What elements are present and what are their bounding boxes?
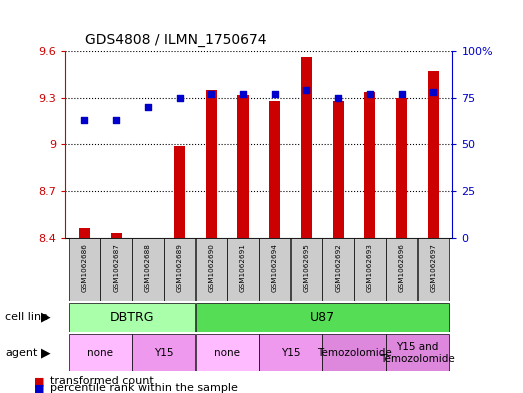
Text: transformed count: transformed count	[50, 376, 153, 386]
Bar	[301, 57, 312, 238]
Bar	[79, 228, 90, 238]
Text: ▶: ▶	[41, 346, 51, 359]
Bar	[323, 238, 354, 301]
Text: GSM1062697: GSM1062697	[430, 243, 436, 292]
Bar	[132, 238, 164, 301]
Text: Y15: Y15	[281, 348, 300, 358]
Text: GSM1062690: GSM1062690	[208, 243, 214, 292]
Point	[144, 104, 152, 110]
Point	[207, 91, 215, 97]
Text: cell line: cell line	[5, 312, 48, 322]
Bar	[259, 334, 322, 371]
Text: Y15: Y15	[154, 348, 174, 358]
Text: ■: ■	[34, 376, 44, 386]
Bar	[196, 238, 227, 301]
Bar	[69, 334, 132, 371]
Point	[366, 91, 374, 97]
Bar	[333, 101, 344, 238]
Bar	[100, 238, 132, 301]
Bar	[259, 238, 290, 301]
Bar	[291, 238, 322, 301]
Point	[112, 117, 120, 123]
Text: GSM1062686: GSM1062686	[82, 243, 87, 292]
Bar	[428, 71, 439, 238]
Point	[397, 91, 406, 97]
Point	[334, 95, 343, 101]
Text: GSM1062692: GSM1062692	[335, 243, 341, 292]
Point	[302, 87, 311, 94]
Bar	[396, 98, 407, 238]
Bar	[110, 233, 122, 238]
Text: none: none	[87, 348, 113, 358]
Bar	[323, 334, 385, 371]
Bar	[354, 238, 385, 301]
Bar	[237, 95, 248, 238]
Point	[429, 89, 438, 95]
Text: GDS4808 / ILMN_1750674: GDS4808 / ILMN_1750674	[85, 33, 266, 47]
Bar	[365, 92, 376, 238]
Text: GSM1062694: GSM1062694	[272, 243, 278, 292]
Bar	[386, 334, 449, 371]
Bar	[196, 334, 259, 371]
Text: GSM1062689: GSM1062689	[177, 243, 183, 292]
Text: GSM1062696: GSM1062696	[399, 243, 405, 292]
Text: GSM1062691: GSM1062691	[240, 243, 246, 292]
Bar	[269, 101, 280, 238]
Point	[270, 91, 279, 97]
Text: U87: U87	[310, 311, 335, 324]
Text: ■: ■	[34, 383, 44, 393]
Text: Y15 and
Temozolomide: Y15 and Temozolomide	[380, 342, 455, 364]
Point	[239, 91, 247, 97]
Text: DBTRG: DBTRG	[110, 311, 154, 324]
Bar	[418, 238, 449, 301]
Bar	[164, 238, 195, 301]
Text: GSM1062687: GSM1062687	[113, 243, 119, 292]
Bar	[228, 238, 259, 301]
Bar	[386, 238, 417, 301]
Bar	[132, 334, 195, 371]
Text: Temozolomide: Temozolomide	[317, 348, 391, 358]
Text: GSM1062688: GSM1062688	[145, 243, 151, 292]
Text: GSM1062695: GSM1062695	[303, 243, 310, 292]
Bar	[69, 238, 100, 301]
Text: ▶: ▶	[41, 311, 51, 324]
Text: GSM1062693: GSM1062693	[367, 243, 373, 292]
Text: none: none	[214, 348, 240, 358]
Text: percentile rank within the sample: percentile rank within the sample	[50, 383, 237, 393]
Point	[175, 95, 184, 101]
Bar	[206, 90, 217, 238]
Bar	[174, 146, 185, 238]
Point	[80, 117, 88, 123]
Bar	[69, 303, 195, 332]
Bar	[196, 303, 449, 332]
Text: agent: agent	[5, 348, 38, 358]
